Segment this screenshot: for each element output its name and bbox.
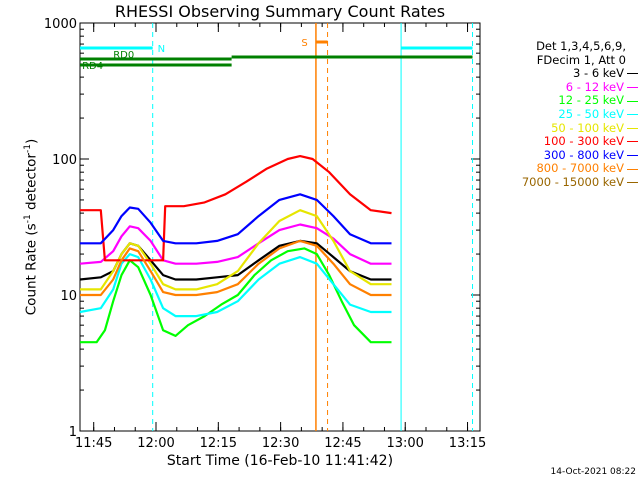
annotation-label-rd4: RD4 <box>82 61 103 72</box>
x-tick-label: 11:45 <box>75 436 112 451</box>
legend-entry-label: 3 - 6 keV <box>573 66 624 81</box>
legend: Det 1,3,4,5,6,9, FDecim 1, Att 0 3 - 6 k… <box>484 39 638 190</box>
y-tick-label: 1 <box>69 425 77 440</box>
legend-header-2: FDecim 1, Att 0 <box>536 52 626 67</box>
y-axis-label-mid: detector <box>23 153 40 215</box>
legend-entry-label: 6 - 12 keV <box>565 79 624 94</box>
series-line-6 <box>80 193 392 245</box>
timestamp: 14-Oct-2021 08:22 <box>550 467 636 477</box>
x-tick-label: 12:15 <box>200 436 237 451</box>
legend-entry-label: 25 - 50 keV <box>558 106 624 121</box>
legend-swatch <box>627 73 638 75</box>
legend-swatch <box>627 100 638 102</box>
legend-entry-label: 100 - 300 keV <box>543 134 624 149</box>
x-tick-label: 13:00 <box>386 436 423 451</box>
legend-swatch <box>627 182 638 184</box>
legend-entry-label: 300 - 800 keV <box>543 147 624 162</box>
y-axis-label-sup: -1 <box>22 214 33 224</box>
legend-swatch <box>627 168 638 170</box>
legend-rows: 3 - 6 keV 6 - 12 keV 12 - 25 keV 25 - 50 ke… <box>484 67 638 189</box>
legend-entry: 50 - 100 keV <box>484 120 638 136</box>
y-axis-label-sup2: -1 <box>22 144 33 154</box>
legend-entry-label: 7000 - 15000 keV <box>521 174 624 189</box>
x-tick-label: 12:30 <box>262 436 299 451</box>
legend-entry: 7000 - 15000 keV <box>484 174 638 190</box>
chart-title: RHESSI Observing Summary Count Rates <box>114 2 446 21</box>
legend-swatch <box>627 127 638 129</box>
legend-swatch <box>627 155 638 157</box>
x-axis-label: Start Time (16-Feb-10 11:41:42) <box>166 453 394 469</box>
legend-header-1: Det 1,3,4,5,6,9, <box>536 39 626 53</box>
y-tick-label: 100 <box>52 153 77 168</box>
legend-entry: 3 - 6 keV <box>484 67 638 81</box>
annotation-label-s: S <box>301 38 307 49</box>
y-axis-label-close: ) <box>23 138 40 145</box>
x-tick-label: 12:45 <box>324 436 361 451</box>
y-tick-label: 1000 <box>44 17 77 32</box>
legend-entry: 300 - 800 keV <box>484 147 638 163</box>
y-axis-label: Count Rate (s-1 detector-1) <box>23 139 40 315</box>
legend-entry: 12 - 25 keV <box>484 94 638 108</box>
legend-entry: 6 - 12 keV <box>484 79 638 95</box>
x-tick-label: 12:00 <box>137 436 174 451</box>
y-tick-label: 10 <box>60 289 77 304</box>
annotation-label-n: N <box>158 44 165 55</box>
legend-entry-label: 12 - 25 keV <box>558 93 624 108</box>
legend-swatch <box>627 114 638 116</box>
legend-entry: 25 - 50 keV <box>484 106 638 122</box>
legend-entry-label: 50 - 100 keV <box>551 120 624 135</box>
legend-swatch <box>627 141 638 143</box>
x-tick-label: 13:15 <box>449 436 486 451</box>
series-line-2 <box>80 247 392 344</box>
y-axis-label-main: Count Rate (s <box>23 223 40 316</box>
annotation-label-rd0: RD0 <box>113 50 134 61</box>
series-line-4 <box>80 209 392 291</box>
legend-entry: 100 - 300 keV <box>484 135 638 149</box>
legend-entry-label: 800 - 7000 keV <box>536 161 624 176</box>
legend-entry: 800 - 7000 keV <box>484 162 638 176</box>
legend-swatch <box>627 87 638 89</box>
series-line-3 <box>79 253 392 318</box>
plot-frame <box>79 22 481 432</box>
series-line-5 <box>80 155 392 262</box>
series-line-7 <box>80 239 392 297</box>
